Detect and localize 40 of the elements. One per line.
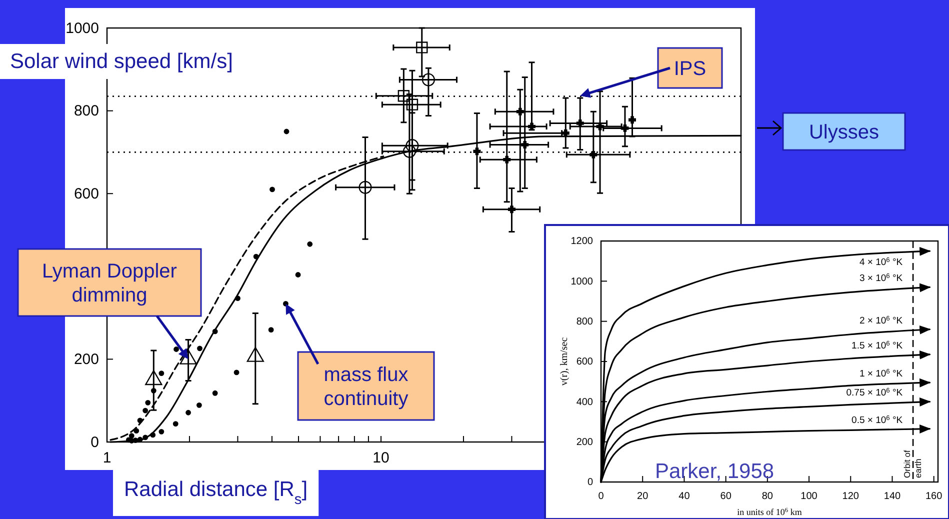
series-label: 4 × 10$^{6}$ °K (859, 256, 904, 268)
x-axis-title: Radial distance [R$_{s}$] (124, 478, 308, 508)
series-label: 1 × 10$^{6}$ °K (859, 368, 904, 380)
y-tick-label: 800 (576, 316, 594, 328)
x-tick-label: 0 (598, 491, 604, 502)
y-tick-label: 600 (576, 356, 594, 368)
y-tick-label: 600 (74, 185, 99, 202)
x-tick-label: 10 (372, 450, 390, 467)
x-tick-label: 60 (720, 491, 732, 502)
x-tick-label: 40 (678, 491, 690, 502)
y-tick-label: 800 (74, 102, 99, 120)
series-label: 2 × 10$^{6}$ °K (859, 314, 904, 326)
y-tick-label: 0 (90, 434, 99, 451)
y-tick-label: 0 (587, 477, 594, 488)
y-axis-title: v(r), km/sec (559, 336, 570, 386)
x-tick-label: 1 (102, 450, 112, 467)
annotation: IPS (674, 58, 706, 80)
text: Ulysses (808, 122, 880, 144)
x-tick-label: 140 (884, 491, 902, 502)
y-axis-title: Solar wind speed [km/s] (10, 50, 233, 73)
series-label: 1.5 × 10$^{6}$ °K (852, 340, 904, 352)
series-label: 3 × 10$^{6}$ °K (859, 272, 904, 284)
series-label: 0.5 × 10$^{6}$ °K (852, 414, 904, 426)
annotation: Parker, 1958 (655, 460, 774, 483)
annotation: mass flux continuity (324, 364, 408, 410)
x-tick-label: 120 (842, 491, 860, 502)
x-axis-title: in units of 10$^{6}$ km (737, 506, 802, 517)
y-tick-label: 200 (74, 351, 99, 368)
y-tick-label: 1000 (66, 20, 99, 37)
annotation: Lyman Doppler dimming (42, 260, 178, 306)
y-tick-label: 1200 (570, 236, 594, 248)
y-tick-label: 400 (576, 396, 594, 408)
x-tick-label: 160 (925, 491, 943, 502)
series-label: 0.75 × 10$^{6}$ °K (846, 387, 904, 399)
x-tick-label: 80 (762, 491, 774, 502)
y-tick-label: 200 (576, 437, 594, 448)
y-tick-label: 1000 (570, 276, 594, 288)
ref-line-label: Orbit of earth (902, 449, 924, 478)
x-tick-label: 100 (800, 491, 818, 502)
x-tick-label: 20 (637, 491, 649, 502)
